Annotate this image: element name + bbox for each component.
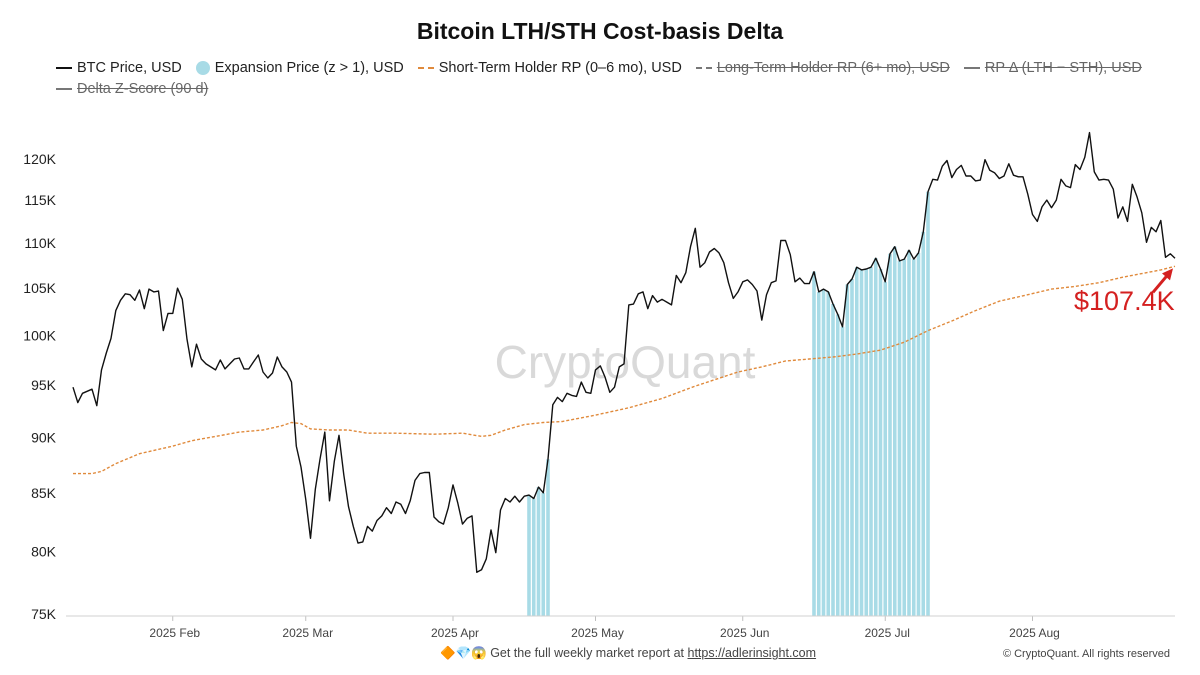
- expansion-bar: [864, 269, 869, 616]
- expansion-bar: [845, 284, 850, 616]
- footer: 🔶💎😱 Get the full weekly market report at…: [440, 646, 816, 661]
- expansion-bar: [831, 304, 835, 616]
- legend-swatch: [195, 61, 210, 76]
- copyright: © CryptoQuant. All rights reserved: [1002, 648, 1170, 660]
- expansion-bar: [812, 271, 816, 616]
- expansion-bar: [907, 250, 911, 617]
- footer-icons: 🔶💎😱: [440, 646, 487, 660]
- expansion-bar: [546, 459, 550, 616]
- y-tick-label: 105K: [23, 280, 56, 296]
- expansion-bar: [826, 291, 831, 616]
- x-tick-label: 2025 Apr: [431, 626, 479, 640]
- y-tick-label: 75K: [31, 606, 57, 622]
- y-axis: 75K 80K 85K 90K 95K 100K 105K 110K 115K 120K: [23, 151, 56, 622]
- y-tick-label: 120K: [23, 151, 56, 167]
- legend-swatch: [963, 67, 980, 70]
- expansion-bar: [854, 267, 859, 616]
- legend-item[interactable]: RP Δ (LTH − STH), USD: [963, 58, 1142, 79]
- sth-rp-line: [73, 265, 1176, 475]
- legend-swatch: [56, 88, 72, 91]
- legend-item[interactable]: Long-Term Holder RP (6+ mo), USD: [695, 58, 950, 79]
- legend-label: Long-Term Holder RP (6+ mo), USD: [716, 60, 950, 76]
- expansion-bar: [859, 269, 864, 616]
- y-tick-label: 80K: [31, 544, 57, 560]
- y-tick-label: 115K: [24, 192, 56, 208]
- expansion-bar: [527, 495, 531, 616]
- y-tick-label: 110K: [24, 235, 56, 251]
- y-tick-label: 90K: [31, 429, 57, 445]
- legend-swatch: [56, 67, 72, 70]
- expansion-bar: [921, 231, 926, 616]
- x-tick-label: 2025 Mar: [282, 626, 333, 640]
- chart-legend: BTC Price, USD Expansion Price (z > 1), U…: [56, 58, 1166, 100]
- legend-item[interactable]: Expansion Price (z > 1), USD: [195, 58, 404, 79]
- legend-swatch: [417, 67, 434, 70]
- legend-item[interactable]: Delta Z-Score (90 d): [56, 79, 208, 100]
- expansion-bar: [850, 279, 854, 616]
- chart-title: Bitcoin LTH/STH Cost-basis Delta: [416, 18, 784, 44]
- expansion-bar: [873, 258, 878, 616]
- expansion-bar: [536, 487, 541, 616]
- legend-label: Expansion Price (z > 1), USD: [214, 60, 404, 76]
- expansion-bar: [888, 253, 892, 617]
- y-tick-label: 95K: [31, 377, 57, 393]
- expansion-bar: [902, 259, 907, 616]
- x-axis: 2025 Feb 2025 Mar 2025 Apr 2025 May 2025 Jun…: [149, 616, 1060, 640]
- legend-label: Short-Term Holder RP (0–6 mo), USD: [438, 60, 682, 76]
- expansion-bar: [878, 269, 883, 616]
- legend-label: BTC Price, USD: [77, 60, 182, 76]
- price-callout: $107.4K: [1074, 286, 1175, 316]
- x-tick-label: 2025 Aug: [1009, 626, 1060, 640]
- footer-link[interactable]: https://adlerinsight.com: [687, 646, 817, 660]
- arrow-head: [1162, 268, 1173, 281]
- y-tick-label: 85K: [31, 485, 57, 501]
- expansion-bar: [816, 291, 821, 616]
- expansion-bar: [911, 259, 916, 616]
- x-tick-label: 2025 Jun: [720, 626, 769, 640]
- expansion-bar: [531, 498, 536, 616]
- expansion-bar: [926, 191, 930, 616]
- expansion-bar: [869, 267, 873, 616]
- btc-price-line: [72, 131, 1176, 573]
- legend-swatch: [695, 67, 712, 70]
- x-tick-label: 2025 Feb: [149, 626, 200, 640]
- footer-text: Get the full weekly market report at: [490, 646, 688, 660]
- legend-label: Delta Z-Score (90 d): [77, 81, 209, 97]
- expansion-bar: [892, 246, 897, 616]
- expansion-bar: [897, 260, 902, 616]
- legend-label: RP Δ (LTH − STH), USD: [984, 60, 1142, 76]
- legend-item[interactable]: Short-Term Holder RP (0–6 mo), USD: [417, 58, 682, 79]
- expansion-bar: [541, 492, 546, 616]
- annotation-arrow: [1151, 268, 1173, 294]
- x-tick-label: 2025 Jul: [865, 626, 910, 640]
- legend-item[interactable]: BTC Price, USD: [56, 58, 182, 79]
- expansion-bar: [821, 289, 826, 616]
- y-tick-label: 100K: [23, 327, 56, 343]
- expansion-bar: [840, 326, 845, 616]
- expansion-bar: [916, 252, 921, 616]
- expansion-bar: [835, 314, 840, 616]
- expansion-bar: [883, 281, 888, 616]
- expansion-bars: [527, 191, 930, 617]
- x-tick-label: 2025 May: [571, 626, 624, 640]
